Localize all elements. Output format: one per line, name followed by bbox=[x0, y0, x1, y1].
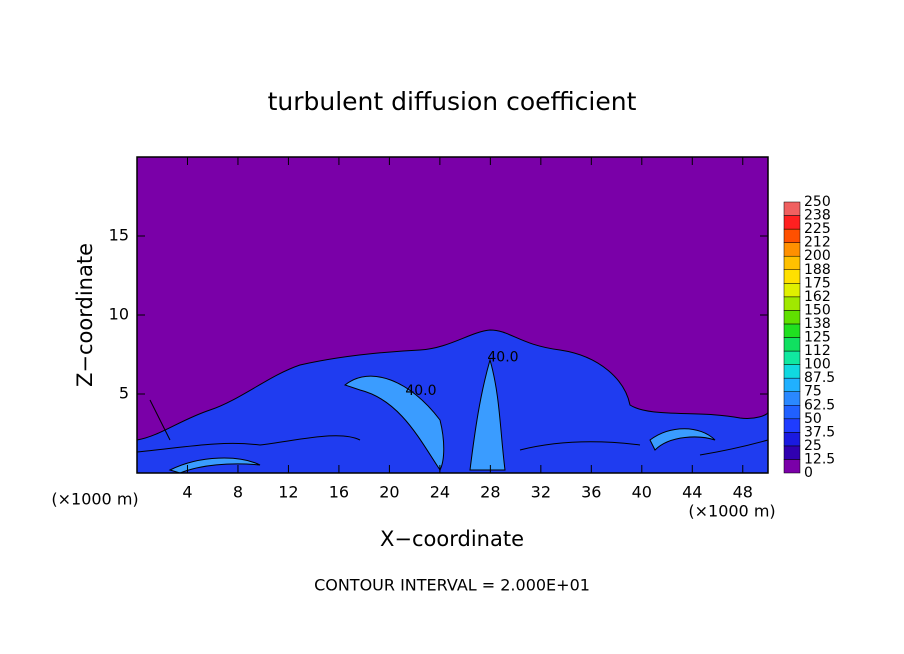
colorbar-box bbox=[783, 337, 801, 352]
colorbar-box bbox=[783, 350, 801, 365]
colorbar-label: 200 bbox=[804, 248, 831, 264]
colorbar-box bbox=[783, 215, 801, 230]
field bbox=[137, 157, 768, 473]
colorbar-label: 162 bbox=[804, 289, 831, 305]
colorbar-label: 188 bbox=[804, 262, 831, 278]
colorbar-label: 150 bbox=[804, 302, 831, 318]
colorbar-label: 37.5 bbox=[804, 424, 835, 440]
colorbar-label: 12.5 bbox=[804, 451, 835, 467]
field-region bbox=[137, 329, 768, 473]
x-tick-label: 32 bbox=[531, 483, 551, 502]
colorbar-label: 125 bbox=[804, 330, 831, 346]
colorbar-label: 238 bbox=[804, 208, 831, 224]
colorbar-box bbox=[783, 228, 801, 243]
y-tick-label: 15 bbox=[109, 226, 129, 245]
colorbar-box bbox=[783, 364, 801, 379]
colorbar-label: 225 bbox=[804, 221, 831, 237]
colorbar-box bbox=[783, 459, 801, 474]
colorbar-box bbox=[783, 391, 801, 406]
colorbar-label: 100 bbox=[804, 357, 831, 373]
colorbar-label: 112 bbox=[804, 343, 831, 359]
x-tick-label: 36 bbox=[581, 483, 601, 502]
colorbar-label: 250 bbox=[804, 194, 831, 210]
colorbar-label: 62.5 bbox=[804, 397, 835, 413]
colorbar-label: 212 bbox=[804, 235, 831, 251]
contour-label: 40.0 bbox=[405, 383, 436, 399]
y-tick-label: 5 bbox=[119, 384, 129, 403]
colorbar-box bbox=[783, 242, 801, 257]
colorbar-label: 75 bbox=[804, 384, 822, 400]
colorbar-box bbox=[783, 269, 801, 284]
x-tick-label: 48 bbox=[733, 483, 753, 502]
chart-title: turbulent diffusion coefficient bbox=[268, 87, 637, 116]
colorbar-box bbox=[783, 323, 801, 338]
colorbar-box bbox=[783, 445, 801, 460]
x-axis-label: X−coordinate bbox=[380, 527, 524, 551]
colorbar-box bbox=[783, 405, 801, 420]
colorbar-box bbox=[783, 201, 801, 216]
colorbar-box bbox=[783, 283, 801, 298]
colorbar-box bbox=[783, 310, 801, 325]
y-tick-label: 10 bbox=[109, 305, 129, 324]
x-tick-label: 16 bbox=[329, 483, 349, 502]
x-tick-label: 4 bbox=[182, 483, 192, 502]
colorbar-label: 0 bbox=[804, 465, 813, 481]
colorbar-label: 87.5 bbox=[804, 370, 835, 386]
x-tick-label: 24 bbox=[430, 483, 450, 502]
x-unit: (×1000 m) bbox=[688, 502, 775, 521]
contour-label: 40.0 bbox=[487, 350, 518, 366]
field-streak bbox=[168, 358, 716, 473]
note: CONTOUR INTERVAL = 2.000E+01 bbox=[314, 576, 590, 595]
x-tick-label: 12 bbox=[278, 483, 298, 502]
colorbar-label: 50 bbox=[804, 411, 822, 427]
colorbar-box bbox=[783, 432, 801, 447]
colorbar-box bbox=[783, 296, 801, 311]
colorbar-label: 25 bbox=[804, 438, 822, 454]
y-unit: (×1000 m) bbox=[51, 490, 138, 509]
x-tick-label: 20 bbox=[379, 483, 399, 502]
x-tick-label: 28 bbox=[480, 483, 500, 502]
colorbar-box bbox=[783, 255, 801, 271]
colorbar-label: 175 bbox=[804, 275, 831, 291]
colorbar-box bbox=[783, 418, 801, 433]
field-contour bbox=[137, 399, 768, 456]
x-tick-label: 44 bbox=[682, 483, 702, 502]
y-axis-label: Z−coordinate bbox=[73, 243, 97, 387]
x-tick-label: 8 bbox=[233, 483, 243, 502]
x-tick-label: 40 bbox=[632, 483, 652, 502]
colorbar-label: 138 bbox=[804, 316, 831, 332]
colorbar-box bbox=[783, 377, 801, 392]
